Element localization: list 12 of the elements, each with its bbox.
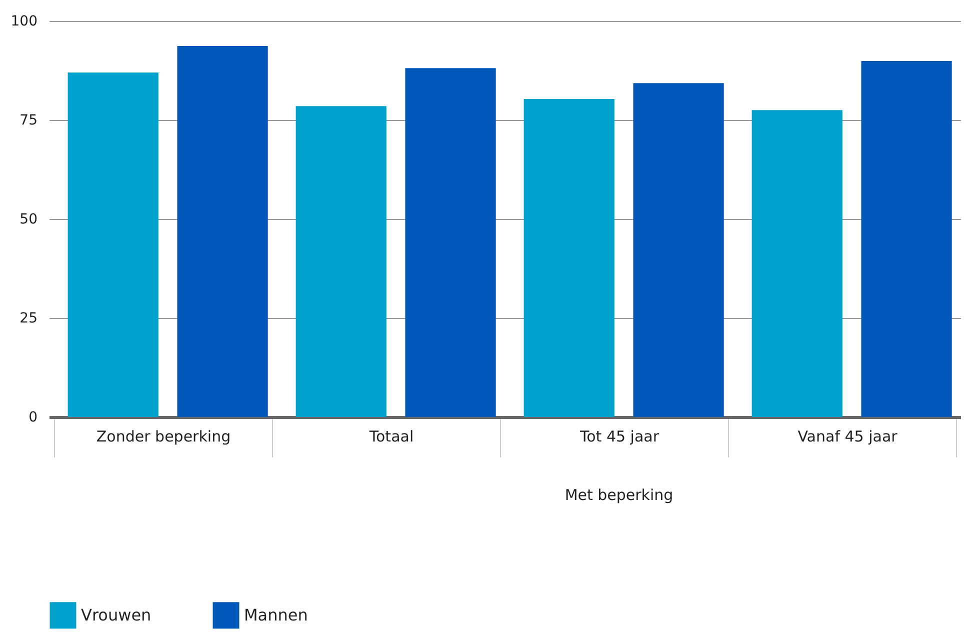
y-tick-label: 75: [20, 112, 38, 128]
legend-label: Mannen: [244, 605, 308, 624]
y-tick-label: 0: [28, 410, 38, 426]
y-tick-label: 50: [20, 212, 38, 228]
x-tick-label: Zonder beperking: [96, 428, 231, 446]
y-tick-label: 100: [10, 14, 38, 30]
legend-label: Vrouwen: [81, 605, 152, 624]
y-tick-label: 25: [20, 310, 38, 326]
x-tick-label: Vanaf 45 jaar: [798, 428, 898, 446]
text: Met beperking: [564, 486, 674, 504]
x-tick-label: Totaal: [368, 428, 414, 446]
x-tick-label: Tot 45 jaar: [578, 428, 660, 446]
